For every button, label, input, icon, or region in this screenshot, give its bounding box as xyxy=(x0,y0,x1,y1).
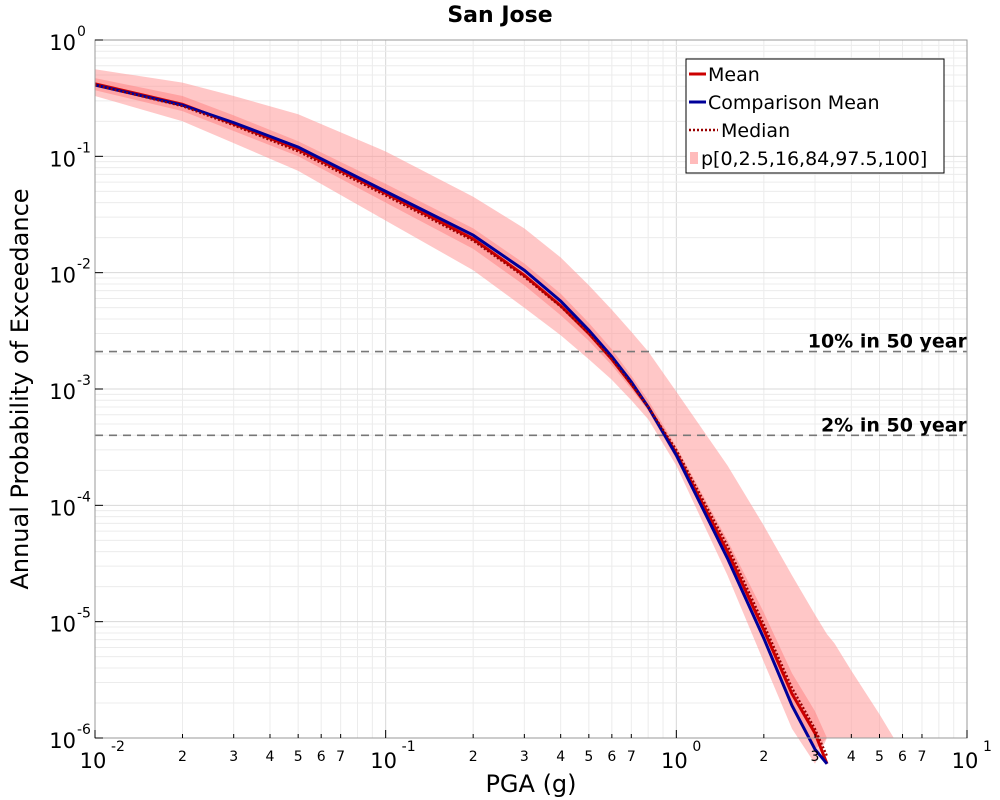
legend-label: Median xyxy=(721,120,790,142)
y-tick-label: 10 xyxy=(49,147,76,171)
x-minor-tick-label: 2 xyxy=(178,749,187,765)
x-tick-exponent: 0 xyxy=(692,739,701,755)
legend-label: p[0,2.5,16,84,97.5,100] xyxy=(701,148,927,170)
legend-label: Mean xyxy=(708,64,760,86)
reference-line-label: 2% in 50 year xyxy=(821,414,968,436)
x-minor-tick-label: 6 xyxy=(607,749,616,765)
y-tick-exponent: -3 xyxy=(77,373,91,389)
band-inner xyxy=(95,78,827,750)
y-tick-label: 10 xyxy=(49,613,76,637)
x-tick-exponent: -1 xyxy=(402,739,416,755)
x-minor-tick-label: 7 xyxy=(336,749,345,765)
legend-label: Comparison Mean xyxy=(708,92,880,114)
series-line-median xyxy=(94,83,829,757)
y-tick-exponent: -5 xyxy=(77,606,91,622)
percentile-bands xyxy=(95,69,894,764)
series-lines xyxy=(94,82,829,765)
x-minor-tick-label: 3 xyxy=(520,749,529,765)
y-tick-exponent: 0 xyxy=(77,24,86,40)
x-minor-tick-label: 4 xyxy=(556,749,565,765)
x-minor-tick-label: 5 xyxy=(875,749,884,765)
y-tick-label: 10 xyxy=(49,264,76,288)
x-minor-tick-label: 6 xyxy=(898,749,907,765)
x-tick-label: 10 xyxy=(370,749,397,773)
legend-swatch-percentile xyxy=(690,152,698,164)
series-line-comparison-mean xyxy=(94,83,829,765)
x-minor-tick-label: 2 xyxy=(469,749,478,765)
x-minor-tick-label: 5 xyxy=(584,749,593,765)
x-minor-tick-label: 2 xyxy=(759,749,768,765)
x-minor-tick-label: 3 xyxy=(811,749,820,765)
x-tick-exponent: 1 xyxy=(983,739,992,755)
x-minor-tick-label: 7 xyxy=(627,749,636,765)
chart-title: San Jose xyxy=(447,3,552,28)
x-tick-label: 10 xyxy=(80,749,107,773)
x-tick-label: 10 xyxy=(661,749,688,773)
x-tick-label: 10 xyxy=(952,749,979,773)
reference-line-label: 10% in 50 year xyxy=(808,331,968,353)
x-minor-tick-label: 4 xyxy=(266,749,275,765)
reference-lines: 10% in 50 year 2% in 50 year xyxy=(95,331,968,436)
y-tick-exponent: -1 xyxy=(77,140,91,156)
y-tick-exponent: -6 xyxy=(77,722,91,738)
legend-box xyxy=(685,58,945,174)
y-tick-label: 10 xyxy=(49,380,76,404)
x-minor-tick-label: 7 xyxy=(918,749,927,765)
y-axis-label: Annual Probability of Exceedance xyxy=(6,188,34,589)
legend: Mean Comparison Mean Median p[0,2.5,16,84,9… xyxy=(685,58,945,174)
x-axis-label: PGA (g) xyxy=(485,770,576,798)
x-tick-exponent: -2 xyxy=(111,739,125,755)
y-tick-label: 10 xyxy=(49,496,76,520)
x-minor-tick-label: 6 xyxy=(317,749,326,765)
x-minor-tick-label: 4 xyxy=(847,749,856,765)
y-tick-label: 10 xyxy=(49,729,76,753)
x-minor-tick-label: 5 xyxy=(294,749,303,765)
y-tick-label: 10 xyxy=(49,31,76,55)
y-tick-exponent: -2 xyxy=(77,257,91,273)
x-minor-tick-label: 3 xyxy=(229,749,238,765)
band-outer xyxy=(95,69,894,764)
y-tick-exponent: -4 xyxy=(77,489,91,505)
